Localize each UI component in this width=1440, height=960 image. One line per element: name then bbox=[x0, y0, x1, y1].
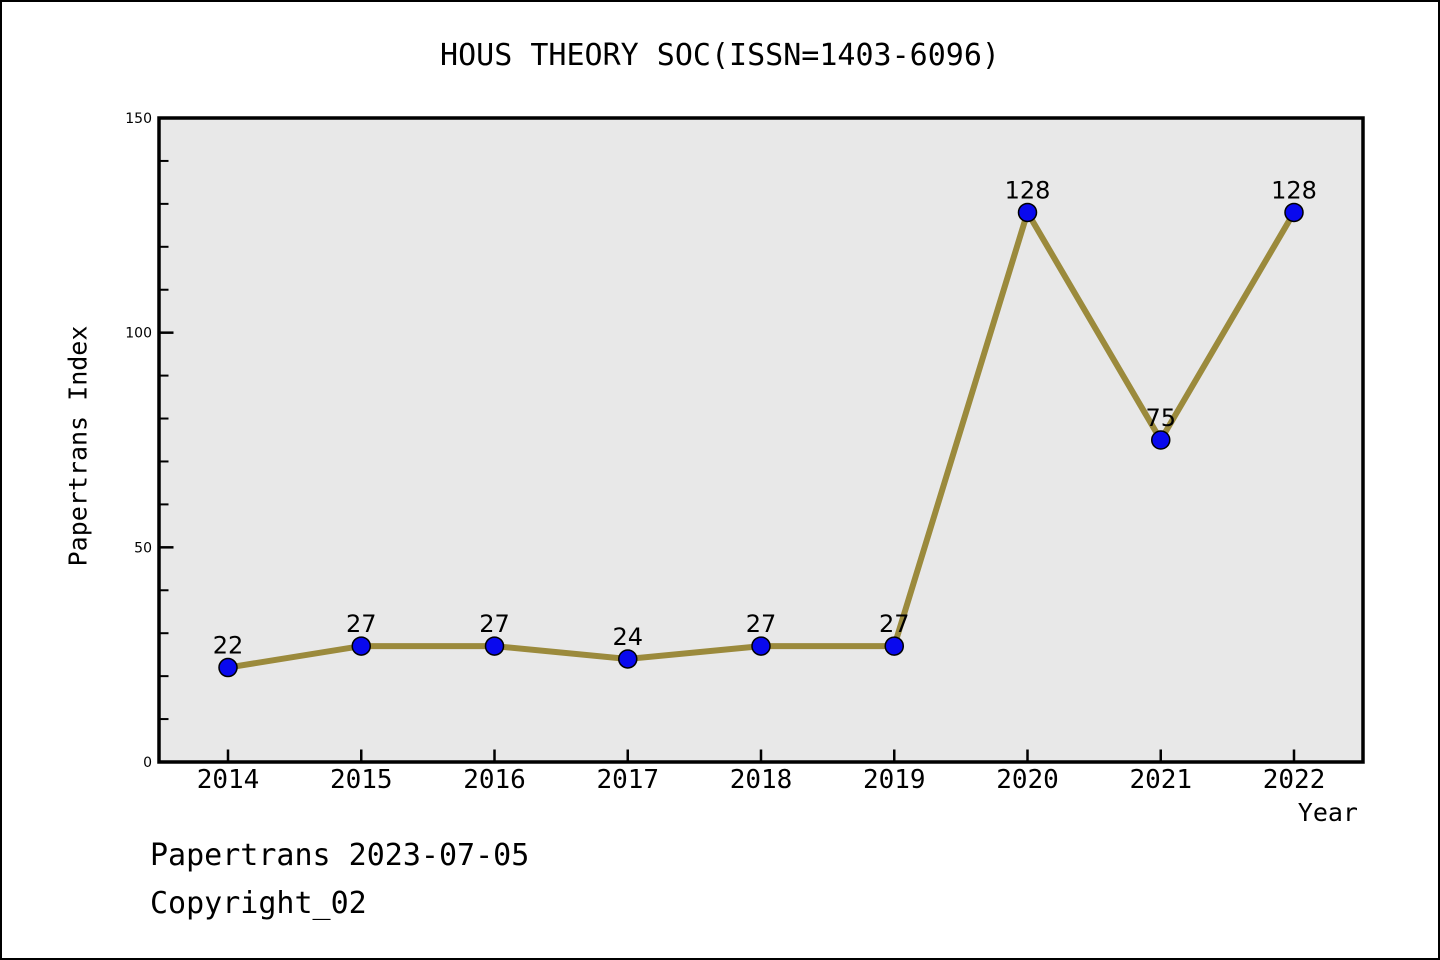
y-tick-label: 50 bbox=[134, 540, 152, 556]
data-point-label: 128 bbox=[1005, 176, 1051, 204]
plot-area bbox=[159, 118, 1363, 762]
x-tick-label: 2016 bbox=[463, 765, 526, 795]
data-point-label: 24 bbox=[612, 623, 643, 651]
data-point-label: 27 bbox=[479, 610, 510, 638]
data-point-label: 27 bbox=[879, 610, 910, 638]
footer-date: Papertrans 2023-07-05 bbox=[150, 838, 530, 873]
y-tick-label: 150 bbox=[125, 111, 152, 127]
y-axis-label: Papertrans Index bbox=[63, 325, 93, 567]
x-tick-label: 2022 bbox=[1263, 765, 1326, 795]
data-point-label: 27 bbox=[746, 610, 777, 638]
chart-title: HOUS THEORY SOC(ISSN=1403-6096) bbox=[440, 38, 1000, 73]
footer-copyright: Copyright_02 bbox=[150, 886, 367, 921]
data-point bbox=[618, 649, 638, 669]
data-point bbox=[1151, 430, 1171, 450]
axes-frame bbox=[157, 116, 1365, 764]
x-tick-label: 2017 bbox=[596, 765, 659, 795]
data-point bbox=[218, 657, 238, 678]
x-tick-label: 2020 bbox=[996, 765, 1059, 795]
data-point-label: 22 bbox=[213, 632, 244, 660]
x-tick-label: 2019 bbox=[863, 765, 926, 795]
data-point bbox=[1017, 202, 1038, 223]
data-point-label: 75 bbox=[1145, 404, 1176, 432]
x-tick-label: 2021 bbox=[1129, 765, 1192, 795]
x-axis-label: Year bbox=[1297, 798, 1358, 827]
y-tick-label: 0 bbox=[143, 755, 152, 771]
data-point-label: 128 bbox=[1271, 176, 1317, 204]
data-point bbox=[484, 636, 505, 656]
data-point bbox=[1284, 202, 1304, 223]
data-point bbox=[884, 636, 904, 656]
x-tick-label: 2015 bbox=[330, 765, 393, 795]
data-point bbox=[351, 636, 371, 656]
y-tick-label: 100 bbox=[125, 326, 152, 342]
data-point-label: 27 bbox=[346, 610, 377, 638]
x-tick-label: 2018 bbox=[730, 765, 793, 795]
data-point bbox=[751, 636, 771, 656]
x-tick-label: 2014 bbox=[197, 765, 260, 795]
